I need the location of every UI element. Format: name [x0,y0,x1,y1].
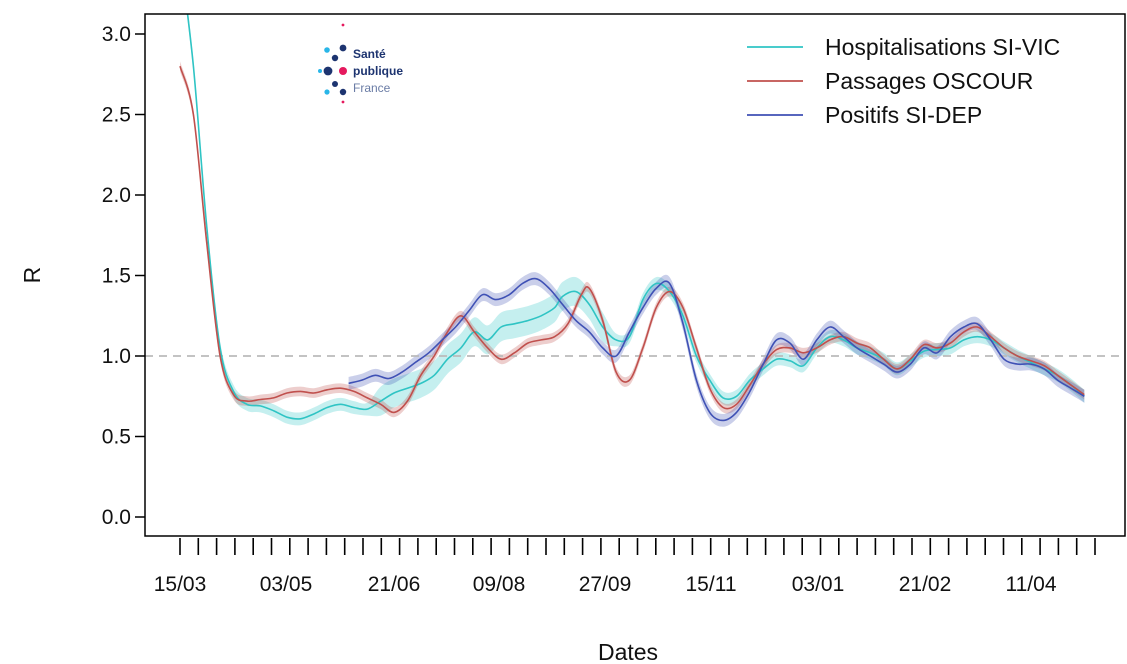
x-tick-label: 27/09 [579,573,632,596]
x-tick-label: 09/08 [473,573,526,596]
logo-line2: publique [353,64,403,78]
series-lines [179,14,1085,422]
x-tick-label: 15/03 [154,573,207,596]
y-tick-label: 1.0 [102,345,131,368]
legend-label-2: Positifs SI-DEP [825,102,982,128]
legend-label-1: Passages OSCOUR [825,68,1033,94]
x-axis: 15/03 03/05 21/06 09/08 27/09 15/11 03/01 21/02… [154,538,1096,596]
x-tick-label: 11/04 [1006,573,1057,596]
y-axis: 0.0 0.5 1.0 1.5 2.0 2.5 3.0 [102,23,145,529]
sante-publique-france-logo: Santé publique France [318,23,403,104]
y-tick-label: 2.5 [102,104,131,127]
x-tick-label: 03/05 [260,573,313,596]
logo-line1: Santé [353,47,386,61]
x-tick-label: 21/02 [899,573,952,596]
series-line-1 [179,65,1085,414]
y-tick-label: 2.0 [102,184,131,207]
x-tick-label: 15/11 [686,573,737,596]
x-tick-label: 03/01 [792,573,845,596]
y-tick-label: 0.5 [102,426,131,449]
y-axis-title: R [19,267,45,284]
logo-line3: France [353,81,391,95]
x-axis-title: Dates [598,639,658,664]
y-tick-label: 0.0 [102,506,131,529]
series-line-2 [348,277,1085,422]
legend-label-0: Hospitalisations SI-VIC [825,34,1060,60]
y-tick-label: 3.0 [102,23,131,46]
legend: Hospitalisations SI-VIC Passages OSCOUR Po… [747,34,1060,128]
y-tick-label: 1.5 [102,265,131,288]
x-tick-label: 21/06 [368,573,421,596]
logo-dots-icon [318,23,347,104]
